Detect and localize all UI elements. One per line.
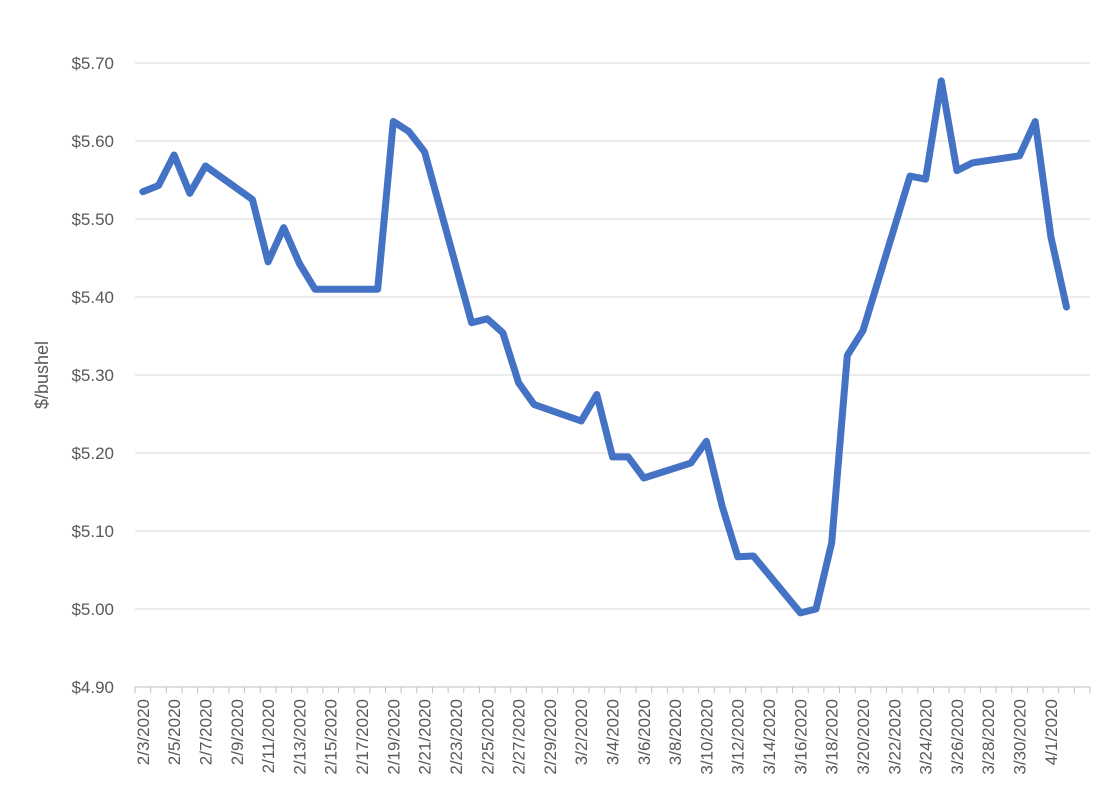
x-tick-label: 3/2/2020 [572, 699, 591, 765]
y-axis-title: $/bushel [32, 341, 52, 409]
data-point [405, 128, 412, 135]
axes [134, 686, 1091, 693]
data-point [515, 379, 522, 386]
y-tick-label: $5.20 [71, 444, 114, 463]
y-tick-label: $5.40 [71, 288, 114, 307]
x-tick-label: 4/1/2020 [1042, 699, 1061, 765]
series-line [139, 77, 1070, 617]
x-tick-label: 2/15/2020 [322, 699, 341, 775]
data-point [468, 319, 475, 326]
x-axis-tick-labels: 2/3/2020 2/5/2020 2/7/2020 2/9/2020 2/11/202… [134, 699, 1061, 775]
data-point [1047, 233, 1054, 240]
y-tick-label: $5.00 [71, 600, 114, 619]
data-point [859, 327, 866, 334]
data-point [719, 503, 726, 510]
data-point [499, 329, 506, 336]
x-tick-label: 3/18/2020 [823, 699, 842, 775]
x-tick-label: 2/5/2020 [165, 699, 184, 765]
y-tick-label: $5.60 [71, 132, 114, 151]
x-tick-label: 2/27/2020 [510, 699, 529, 775]
x-tick-label: 2/11/2020 [259, 699, 278, 773]
data-point [609, 453, 616, 460]
data-point [1032, 118, 1039, 125]
data-point [249, 196, 256, 203]
data-point [953, 167, 960, 174]
data-point [265, 258, 272, 265]
data-point [938, 77, 945, 84]
data-point [484, 315, 491, 322]
data-point [625, 453, 632, 460]
data-point [750, 552, 757, 559]
data-point [703, 438, 710, 445]
x-tick-label: 2/17/2020 [353, 699, 372, 775]
data-point [640, 474, 647, 481]
data-point [171, 152, 178, 159]
x-tick-label: 3/16/2020 [791, 699, 810, 775]
y-tick-label: $5.50 [71, 210, 114, 229]
x-tick-label: 3/4/2020 [604, 699, 623, 765]
data-point [1016, 152, 1023, 159]
data-point [687, 460, 694, 467]
data-point [797, 609, 804, 616]
data-point [593, 391, 600, 398]
x-tick-label: 2/9/2020 [228, 699, 247, 765]
data-point [844, 352, 851, 359]
x-tick-label: 3/30/2020 [1011, 699, 1030, 775]
data-point [421, 148, 428, 155]
x-tick-label: 2/23/2020 [447, 699, 466, 775]
data-point [390, 118, 397, 125]
data-point [1063, 304, 1070, 311]
x-tick-label: 2/19/2020 [384, 699, 403, 775]
x-tick-label: 3/28/2020 [979, 699, 998, 775]
data-point [906, 173, 913, 180]
x-tick-label: 3/22/2020 [885, 699, 904, 775]
data-point [828, 539, 835, 546]
x-tick-label: 2/21/2020 [416, 699, 435, 775]
series-layer [139, 77, 1070, 617]
data-point [813, 606, 820, 613]
y-axis-tick-labels: $4.90 $5.00 $5.10 $5.20 $5.30 $5.40 $5.50 $5.60… [71, 54, 114, 697]
data-point [374, 286, 381, 293]
y-tick-label: $5.70 [71, 54, 114, 73]
data-point [280, 224, 287, 231]
x-tick-label: 2/25/2020 [478, 699, 497, 775]
data-point [139, 188, 146, 195]
x-tick-label: 3/8/2020 [666, 699, 685, 765]
x-tick-label: 2/13/2020 [290, 699, 309, 775]
x-tick-label: 2/29/2020 [541, 699, 560, 775]
y-tick-label: $5.10 [71, 522, 114, 541]
x-tick-label: 3/12/2020 [729, 699, 748, 775]
x-tick-label: 2/7/2020 [196, 699, 215, 765]
x-tick-label: 3/20/2020 [854, 699, 873, 775]
data-point [734, 553, 741, 560]
data-point [922, 176, 929, 183]
x-tick-label: 3/6/2020 [635, 699, 654, 765]
y-tick-label: $5.30 [71, 366, 114, 385]
data-point [312, 286, 319, 293]
x-tick-label: 2/3/2020 [134, 699, 153, 765]
y-tick-label: $4.90 [71, 678, 114, 697]
x-tick-label: 3/26/2020 [948, 699, 967, 775]
data-point [578, 418, 585, 425]
data-point [186, 190, 193, 197]
data-point [202, 162, 209, 169]
data-point [531, 401, 538, 408]
x-tick-label: 3/24/2020 [917, 699, 936, 775]
x-tick-label: 3/10/2020 [697, 699, 716, 775]
data-point [155, 182, 162, 189]
x-tick-label: 3/14/2020 [760, 699, 779, 775]
data-point [296, 260, 303, 267]
gridlines [135, 62, 1090, 610]
data-point [969, 159, 976, 166]
